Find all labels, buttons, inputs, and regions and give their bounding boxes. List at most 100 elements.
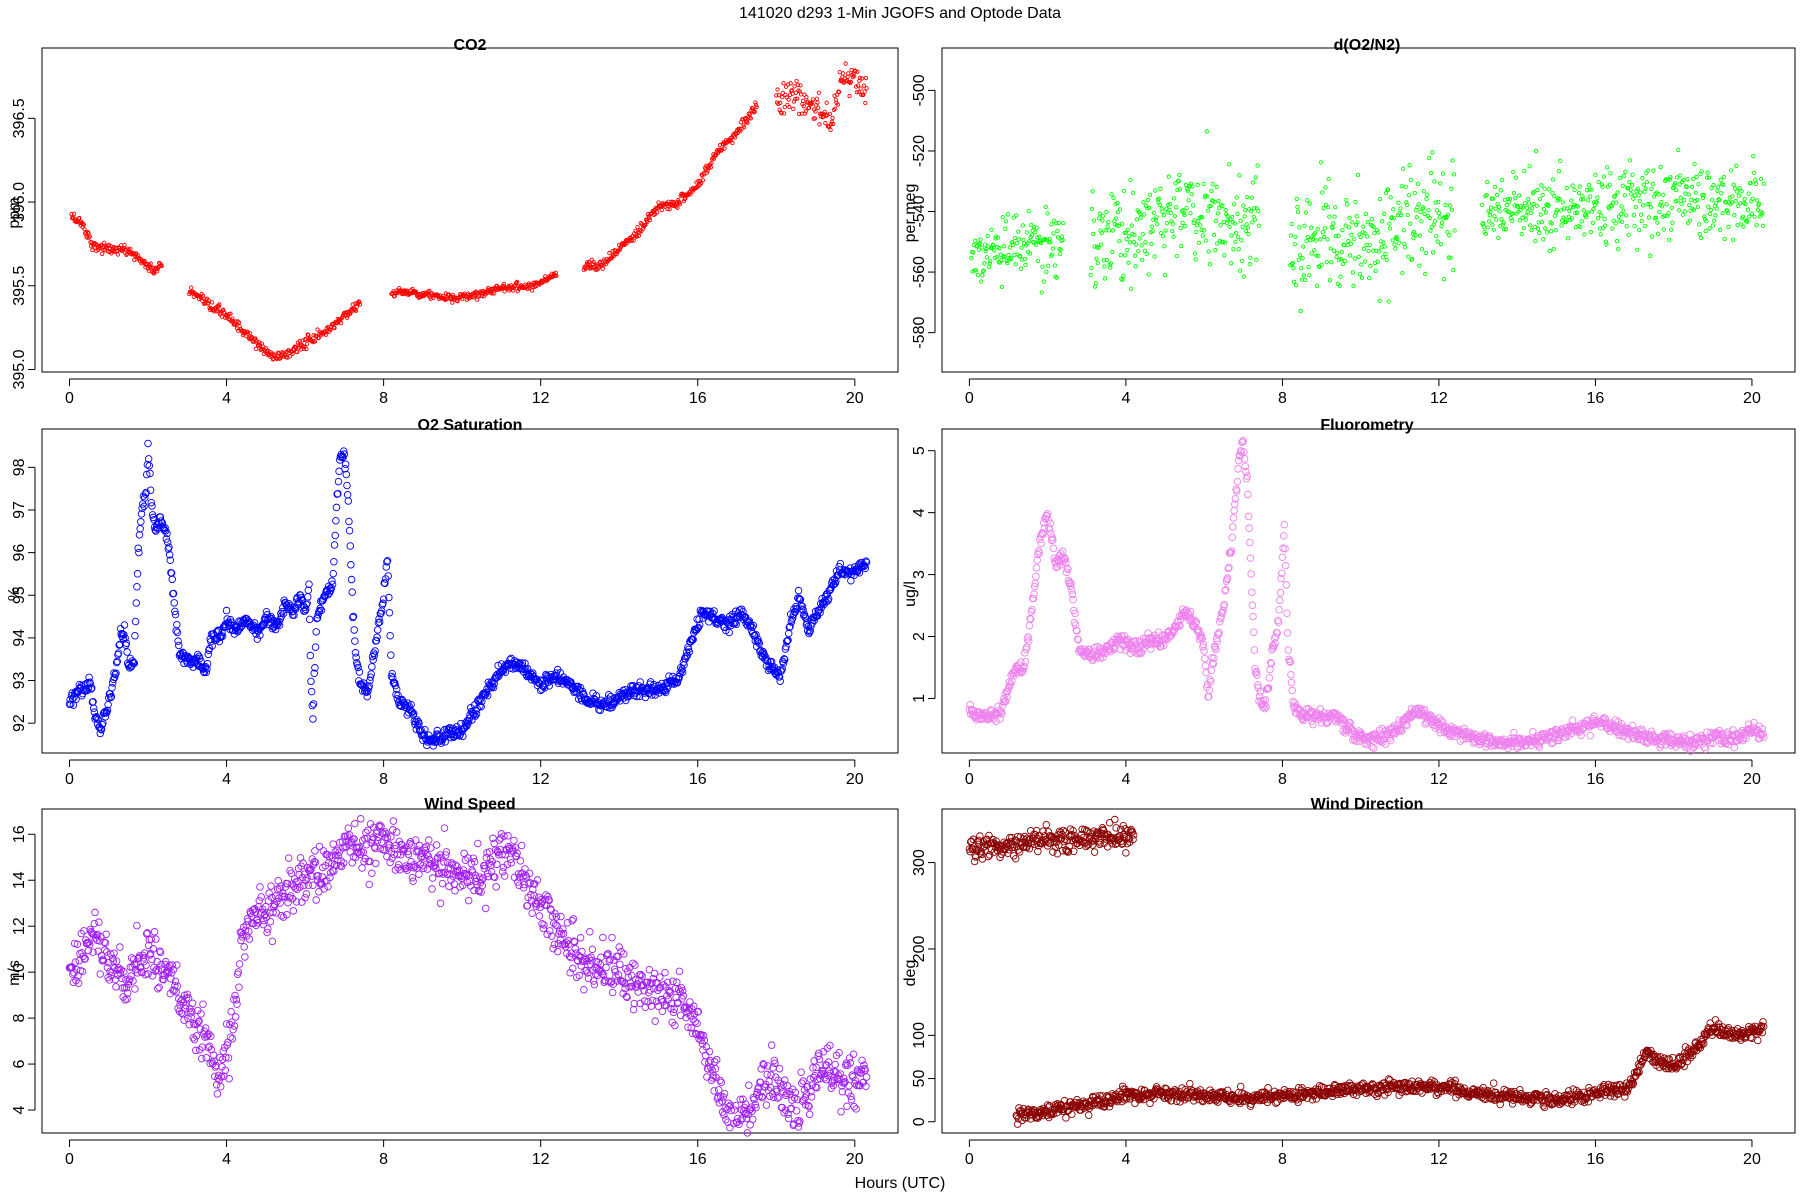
data-point bbox=[1584, 214, 1589, 220]
data-point bbox=[431, 738, 440, 747]
data-point bbox=[1418, 209, 1423, 215]
y-tick-label: 5 bbox=[911, 446, 928, 455]
data-point bbox=[980, 273, 985, 278]
data-point bbox=[1198, 223, 1203, 228]
data-point bbox=[173, 620, 181, 629]
data-point bbox=[1756, 201, 1762, 207]
data-point bbox=[1117, 207, 1123, 212]
data-point bbox=[1408, 177, 1414, 183]
data-point bbox=[1615, 190, 1620, 195]
data-point bbox=[428, 296, 433, 301]
data-point bbox=[1549, 221, 1554, 226]
data-point bbox=[816, 90, 821, 95]
data-point bbox=[1526, 201, 1532, 206]
data-point bbox=[1313, 238, 1318, 243]
data-point bbox=[206, 298, 212, 303]
data-point bbox=[1033, 242, 1039, 247]
data-point bbox=[1739, 188, 1744, 194]
data-point bbox=[94, 715, 103, 724]
data-point bbox=[822, 109, 827, 115]
data-point bbox=[1393, 246, 1398, 251]
data-point bbox=[1157, 202, 1162, 207]
data-point bbox=[347, 575, 356, 584]
data-point bbox=[151, 271, 157, 276]
data-point bbox=[1518, 208, 1523, 213]
data-point bbox=[1622, 193, 1627, 198]
data-point bbox=[533, 675, 541, 684]
data-point bbox=[1162, 244, 1167, 249]
data-point bbox=[1513, 195, 1518, 201]
data-point bbox=[1493, 206, 1498, 211]
data-point bbox=[1655, 231, 1661, 236]
data-point bbox=[1209, 188, 1214, 194]
data-point bbox=[1380, 255, 1386, 260]
data-point bbox=[1570, 183, 1575, 188]
data-point bbox=[1322, 234, 1327, 240]
data-point bbox=[1494, 192, 1500, 197]
data-point bbox=[1045, 211, 1050, 216]
data-point bbox=[737, 605, 746, 613]
data-point bbox=[1380, 219, 1385, 224]
data-point bbox=[1663, 177, 1669, 182]
data-point bbox=[1202, 228, 1207, 233]
data-point bbox=[1222, 240, 1228, 245]
data-point bbox=[1721, 174, 1727, 180]
data-point bbox=[1406, 254, 1411, 259]
data-point bbox=[133, 582, 141, 591]
data-point bbox=[345, 526, 354, 535]
data-point bbox=[1402, 245, 1408, 250]
data-point bbox=[1108, 261, 1114, 266]
data-point bbox=[1382, 211, 1387, 216]
data-point bbox=[1677, 182, 1682, 187]
data-point bbox=[87, 684, 96, 692]
data-point bbox=[1645, 202, 1650, 207]
data-point bbox=[1138, 215, 1144, 220]
data-point bbox=[123, 648, 131, 656]
data-point bbox=[695, 621, 704, 629]
data-point bbox=[344, 497, 353, 505]
data-point bbox=[1666, 237, 1672, 243]
data-point bbox=[1033, 229, 1038, 235]
data-point bbox=[856, 89, 861, 95]
data-point bbox=[1024, 230, 1029, 235]
data-point bbox=[1419, 219, 1424, 224]
data-point bbox=[1175, 187, 1180, 193]
data-point bbox=[704, 170, 710, 175]
data-point bbox=[1621, 208, 1626, 213]
data-point bbox=[1301, 244, 1306, 249]
data-point bbox=[1440, 171, 1445, 176]
data-point bbox=[1354, 214, 1359, 219]
data-point bbox=[814, 96, 819, 101]
data-point bbox=[1023, 262, 1028, 268]
data-point bbox=[1714, 206, 1719, 211]
data-point bbox=[1397, 240, 1402, 245]
x-tick-label: 12 bbox=[532, 771, 550, 788]
data-point bbox=[1648, 205, 1654, 210]
data-point bbox=[1568, 205, 1573, 210]
data-point bbox=[1639, 219, 1644, 224]
data-point bbox=[218, 632, 227, 640]
data-point bbox=[1734, 189, 1740, 194]
data-point bbox=[1089, 265, 1094, 271]
data-point bbox=[311, 664, 319, 672]
data-point bbox=[1054, 275, 1059, 280]
data-point bbox=[1352, 256, 1357, 261]
data-point bbox=[1689, 197, 1694, 203]
data-point bbox=[1016, 229, 1021, 234]
data-point bbox=[1344, 202, 1350, 207]
data-point bbox=[1296, 257, 1301, 262]
data-point bbox=[133, 570, 142, 578]
data-point bbox=[1533, 238, 1538, 244]
data-point bbox=[1147, 192, 1153, 197]
data-point bbox=[1434, 233, 1439, 239]
data-point bbox=[974, 244, 979, 249]
data-point bbox=[1014, 241, 1020, 246]
data-point bbox=[1675, 198, 1680, 204]
data-point bbox=[222, 606, 231, 615]
data-point bbox=[1571, 202, 1577, 208]
data-point bbox=[1497, 209, 1502, 214]
data-point bbox=[1355, 220, 1360, 225]
data-point bbox=[1190, 203, 1196, 208]
data-point bbox=[745, 120, 750, 125]
